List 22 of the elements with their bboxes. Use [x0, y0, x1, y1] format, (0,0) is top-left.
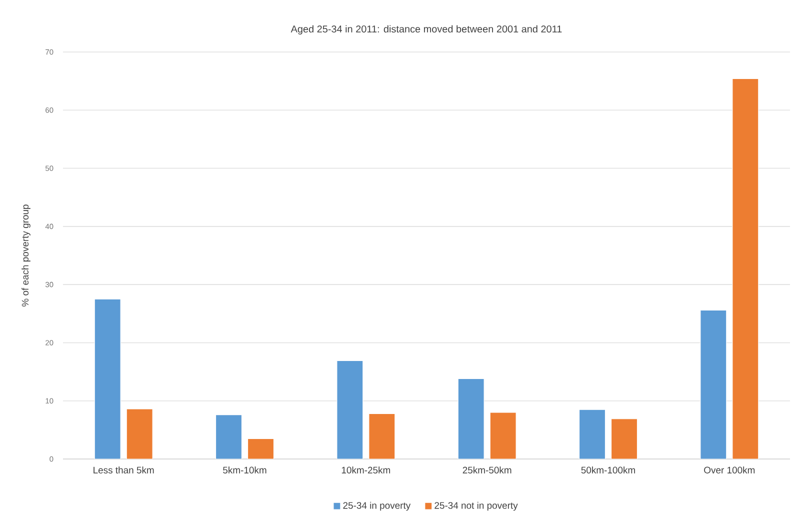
x-tick-label: Over 100km: [704, 466, 755, 474]
bar: [94, 298, 121, 459]
bar: [610, 418, 638, 459]
x-tick-label: 5km-10km: [223, 466, 266, 474]
chart-title: Aged 25-34 in 2011: distance moved between 2001 and 2011: [290, 25, 562, 34]
x-tick-label: 25km-50km: [462, 466, 512, 474]
bar: [368, 413, 396, 459]
x-tick-label: 50km-100km: [581, 466, 635, 474]
bar: [490, 412, 516, 459]
legend-label: 25-34 in poverty: [343, 502, 411, 511]
bar: [126, 408, 153, 459]
x-tick-label: 10km-25km: [342, 466, 390, 474]
bar: [458, 378, 484, 459]
bar: [215, 414, 242, 459]
bar: [336, 360, 364, 459]
x-tick-label: Less than 5km: [94, 466, 154, 474]
bar: [578, 409, 606, 459]
bar: [700, 310, 727, 459]
legend-label: 25-34 not in poverty: [434, 502, 518, 511]
bar: [247, 438, 274, 459]
y-axis-title: % of each poverty group: [22, 204, 30, 306]
bar: [732, 78, 759, 459]
